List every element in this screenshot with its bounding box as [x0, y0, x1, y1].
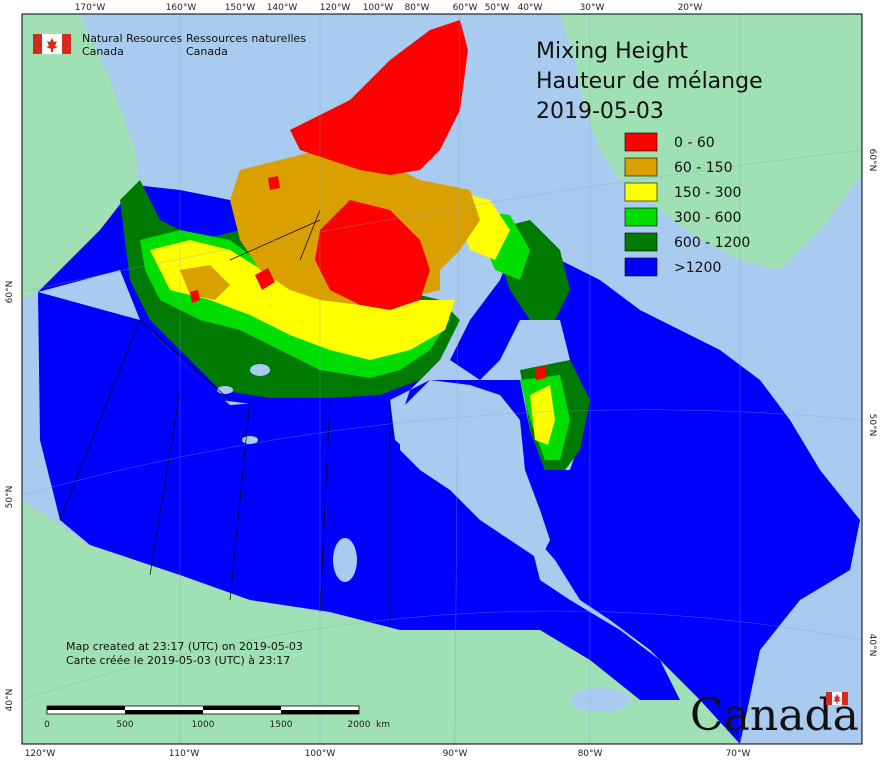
- top-tick: 50°W: [485, 3, 510, 13]
- bottom-tick: 90°W: [443, 749, 468, 759]
- canada-southwest-zone: [38, 292, 680, 700]
- map-frame: [21, 13, 863, 745]
- scale-unit: km: [376, 720, 390, 730]
- right-tick-labels: 60°N 50°N 40°N: [867, 149, 877, 657]
- flag-right-bar: [62, 34, 71, 54]
- zone-150-300-north: [150, 240, 455, 360]
- wordmark-maple-leaf-icon: [833, 694, 841, 704]
- legend-label-0-60: 0 - 60: [674, 135, 715, 151]
- graticule: [21, 13, 863, 745]
- right-tick: 40°N: [867, 634, 877, 657]
- legend-swatch-60-150: [624, 157, 658, 177]
- scale-label: 2000: [348, 720, 371, 730]
- bottom-tick: 120°W: [25, 749, 56, 759]
- great-slave-lake: [250, 364, 270, 376]
- zone-0-60-spot-a: [255, 268, 275, 290]
- great-lakes: [570, 688, 630, 712]
- wordmark-flag-right: [842, 692, 848, 705]
- legend-swatch-150-300: [624, 182, 658, 202]
- zone-60-150-west: [180, 265, 230, 300]
- bottom-tick: 70°W: [726, 749, 751, 759]
- scale-bar-segment: [281, 710, 359, 714]
- legend-label-60-150: 60 - 150: [674, 160, 733, 176]
- great-bear-lake: [217, 386, 233, 394]
- legend-swatch-600-1200: [624, 232, 658, 252]
- legend-label-150-300: 150 - 300: [674, 185, 741, 201]
- legend-label-over-1200: >1200: [674, 260, 721, 276]
- legend-swatch-0-60: [624, 132, 658, 152]
- title-date: 2019-05-03: [536, 99, 664, 124]
- left-tick: 40°N: [5, 689, 15, 712]
- legend-label-600-1200: 600 - 1200: [674, 235, 750, 251]
- top-tick: 120°W: [320, 3, 351, 13]
- zone-150-300-quebec: [530, 385, 555, 445]
- wordmark-flag-left: [826, 692, 832, 705]
- greenland-landmass: [560, 14, 862, 270]
- legend-swatch-over-1200: [624, 257, 658, 277]
- legend: 0 - 60 60 - 150 150 - 300 300 - 600 600 …: [624, 132, 750, 277]
- zone-0-60-ellesmere: [290, 20, 468, 175]
- left-tick-labels: 60°N 50°N 40°N: [5, 281, 15, 712]
- top-tick: 150°W: [225, 3, 256, 13]
- left-tick: 50°N: [5, 486, 15, 509]
- agency-name-en-2: Canada: [82, 45, 124, 58]
- right-tick: 60°N: [867, 149, 877, 172]
- alaska-landmass: [22, 14, 140, 300]
- scale-bar-segment: [125, 710, 203, 714]
- top-tick-labels: 170°W 160°W 150°W 140°W 120°W 100°W 80°W…: [75, 3, 703, 13]
- scale-bar-segment: [203, 706, 281, 710]
- top-tick: 100°W: [363, 3, 394, 13]
- provincial-borders: [59, 209, 391, 625]
- scale-label: 1500: [270, 720, 293, 730]
- maple-leaf-icon: [46, 38, 58, 52]
- title-line1: Mixing Height: [536, 39, 688, 64]
- title-line2: Hauteur de mélange: [536, 69, 763, 94]
- bottom-tick: 110°W: [169, 749, 200, 759]
- zone-0-60-spot-c: [535, 366, 546, 380]
- scale-label: 0: [44, 720, 50, 730]
- agency-name-fr-2: Canada: [186, 45, 228, 58]
- top-tick: 30°W: [580, 3, 605, 13]
- top-tick: 20°W: [678, 3, 703, 13]
- agency-signature: Natural Resources Canada Ressources natu…: [33, 32, 306, 58]
- bottom-tick: 80°W: [578, 749, 603, 759]
- legend-swatch-300-600: [624, 207, 658, 227]
- created-note-fr: Carte créée le 2019-05-03 (UTC) à 23:17: [66, 654, 290, 667]
- agency-name-fr-1: Ressources naturelles: [186, 32, 306, 45]
- hudson-bay: [400, 380, 550, 560]
- usa-landmass: [22, 500, 740, 744]
- scale-label: 500: [116, 720, 133, 730]
- map-title: Mixing Height Hauteur de mélange 2019-05…: [536, 39, 763, 124]
- zone-0-60-spot-b: [190, 290, 200, 303]
- top-tick: 170°W: [75, 3, 106, 13]
- top-tick: 40°W: [518, 3, 543, 13]
- bottom-tick-labels: 120°W 110°W 100°W 90°W 80°W 70°W: [25, 749, 751, 759]
- scale-label: 1000: [192, 720, 215, 730]
- top-tick: 80°W: [405, 3, 430, 13]
- legend-label-300-600: 300 - 600: [674, 210, 741, 226]
- scale-bar-segment: [47, 706, 125, 710]
- bottom-tick: 100°W: [305, 749, 336, 759]
- canada-wordmark: Canada: [690, 690, 859, 741]
- right-tick: 50°N: [867, 414, 877, 437]
- agency-name-en-1: Natural Resources: [82, 32, 183, 45]
- created-note-en: Map created at 23:17 (UTC) on 2019-05-03: [66, 640, 303, 653]
- flag-left-bar: [33, 34, 42, 54]
- top-tick: 60°W: [453, 3, 478, 13]
- scale-bar: 0 500 1000 1500 2000 km: [44, 705, 390, 730]
- top-tick: 160°W: [166, 3, 197, 13]
- zone-0-60-spot-d: [268, 176, 280, 190]
- top-tick: 140°W: [267, 3, 298, 13]
- lake-winnipeg: [333, 538, 357, 582]
- left-tick: 60°N: [5, 281, 15, 304]
